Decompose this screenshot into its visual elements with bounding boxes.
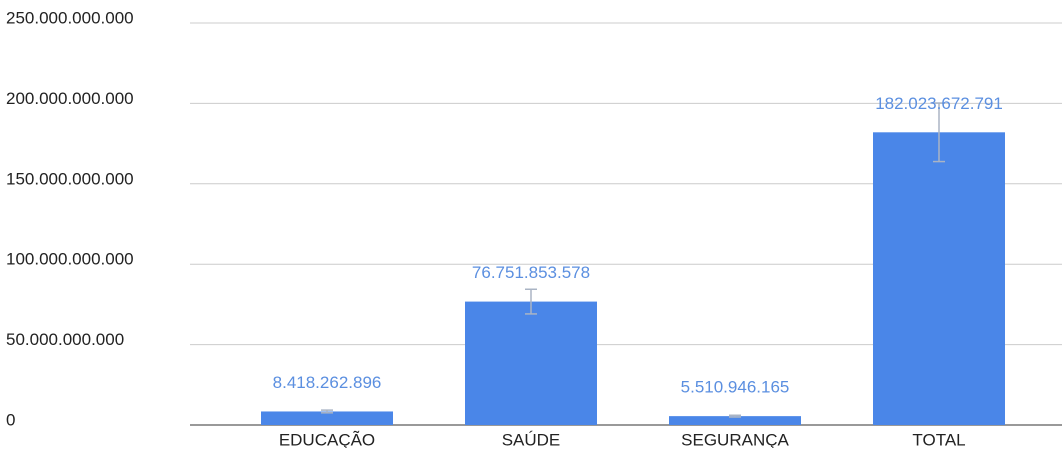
bar [669,416,801,425]
x-tick-label: EDUCAÇÃO [279,430,375,448]
y-tick-label: 0 [6,410,15,429]
y-tick-label: 200.000.000.000 [6,89,134,108]
y-tick-label: 100.000.000.000 [6,250,134,269]
x-tick-label: SEGURANÇA [681,430,789,448]
bar [465,301,597,425]
bar [261,411,393,425]
value-label: 8.418.262.896 [273,373,382,392]
y-tick-label: 50.000.000.000 [6,330,124,349]
bar [873,132,1005,425]
value-label: 5.510.946.165 [681,378,790,397]
y-tick-label: 250.000.000.000 [6,8,134,27]
x-tick-label: SAÚDE [502,430,561,448]
y-tick-label: 150.000.000.000 [6,169,134,188]
x-tick-label: TOTAL [912,430,965,448]
value-label: 182.023.672.791 [875,94,1003,113]
value-label: 76.751.853.578 [472,263,590,282]
